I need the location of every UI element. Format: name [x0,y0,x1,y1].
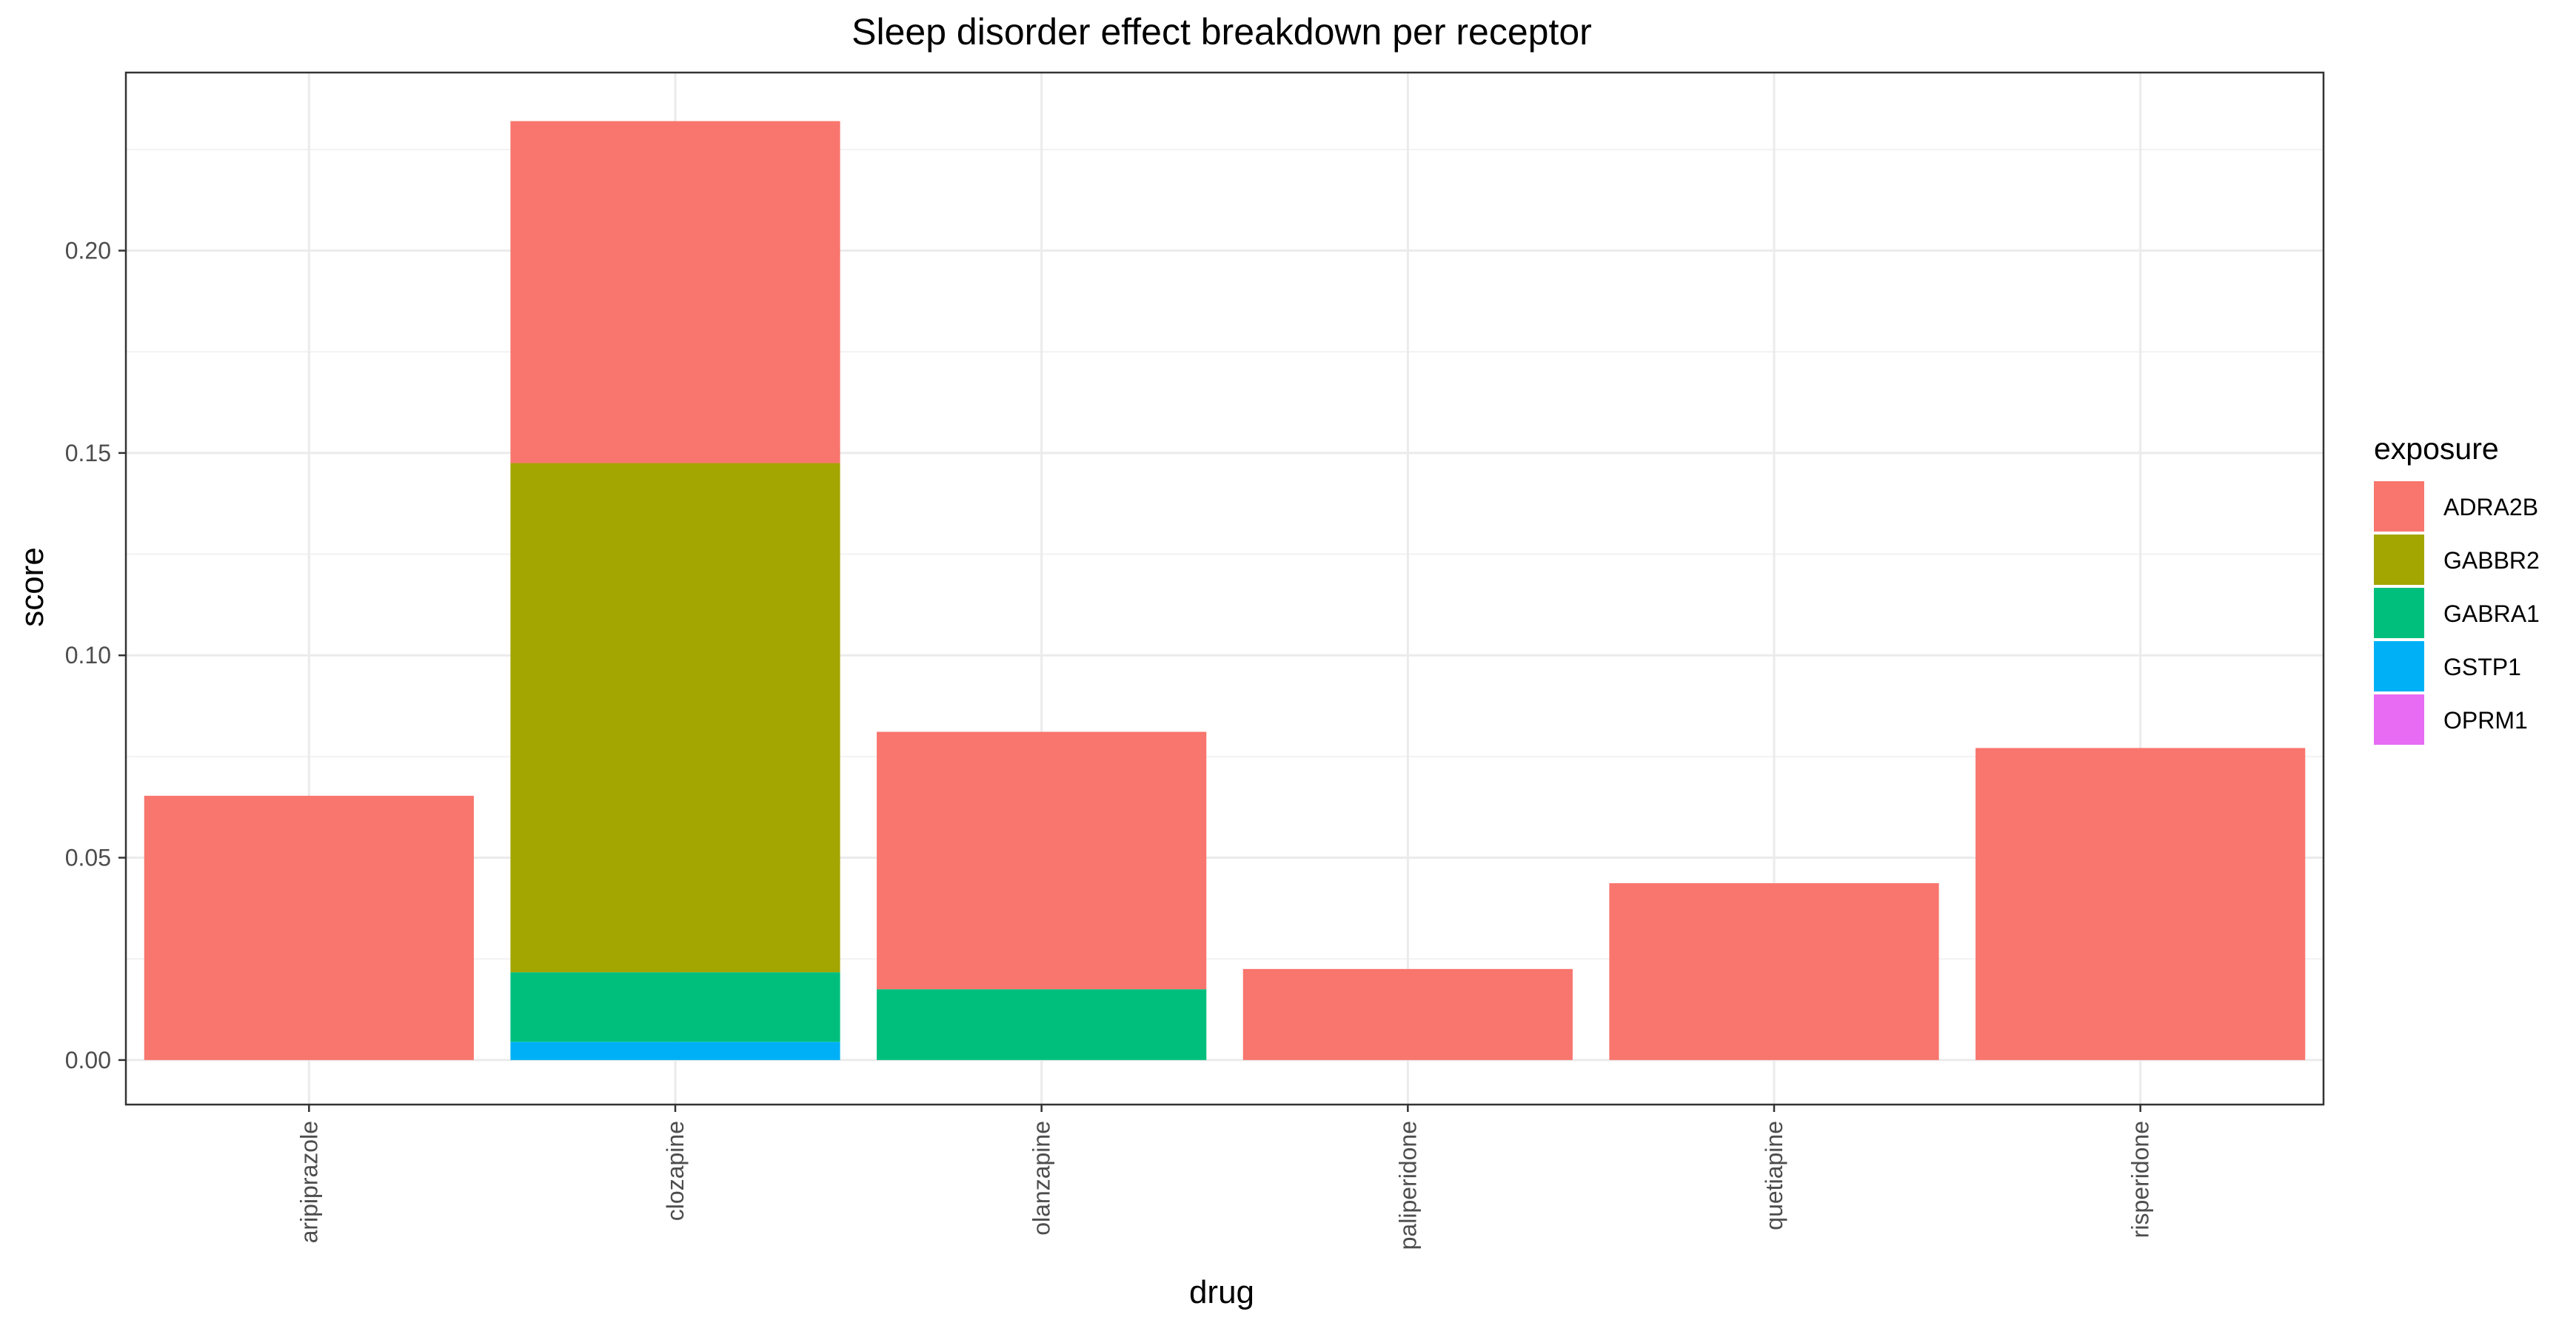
bar-clozapine-gstp1 [510,1042,840,1060]
y-axis: 0.00 0.05 0.10 0.15 0.20 [65,238,126,1073]
y-tick-label: 0.10 [65,642,111,669]
y-tick-label: 0.05 [65,845,111,871]
y-tick-label: 0.15 [65,440,111,466]
x-tick-label-paliperidone: paliperidone [1394,1121,1421,1250]
bar-olanzapine-adra2b [877,731,1207,990]
x-tick-label-olanzapine: olanzapine [1028,1121,1055,1236]
chart-title: Sleep disorder effect breakdown per rece… [852,11,1592,53]
bars [144,121,2306,1060]
bar-clozapine-gabra1 [510,972,840,1042]
legend: exposure ADRA2B GABBR2 GABRA1 GSTP1 OPRM1 [2374,432,2540,745]
legend-key-adra2b [2374,481,2424,532]
x-tick-label-quetiapine: quetiapine [1761,1121,1787,1230]
bar-clozapine-gabbr2 [510,463,840,973]
legend-key-gabra1 [2374,588,2424,638]
legend-label-gstp1: GSTP1 [2443,654,2521,680]
x-axis-title: drug [1189,1274,1254,1310]
bar-olanzapine-gabra1 [877,989,1207,1060]
y-axis-title: score [14,547,50,627]
legend-key-gstp1 [2374,641,2424,691]
y-tick-label: 0.00 [65,1047,111,1073]
x-tick-label-clozapine: clozapine [662,1121,689,1221]
legend-label-gabra1: GABRA1 [2443,600,2540,627]
legend-key-gabbr2 [2374,535,2424,585]
x-tick-label-aripiprazole: aripiprazole [295,1121,322,1243]
bar-aripiprazole-adra2b [144,795,474,1060]
grid [126,73,2324,1105]
legend-label-adra2b: ADRA2B [2443,494,2538,520]
y-tick-label: 0.20 [65,238,111,264]
bar-paliperidone-adra2b [1242,968,1573,1060]
bar-risperidone-adra2b [1976,748,2306,1060]
legend-key-oprm1 [2374,694,2424,745]
plot-panel-border [124,71,2325,1106]
legend-label-gabbr2: GABBR2 [2443,547,2540,574]
x-tick-label-risperidone: risperidone [2127,1121,2154,1238]
legend-label-oprm1: OPRM1 [2443,707,2528,734]
bar-quetiapine-adra2b [1609,882,1939,1060]
legend-title: exposure [2374,432,2499,466]
bar-clozapine-adra2b [510,121,840,463]
x-axis: aripiprazole clozapine olanzapine paliperid… [295,1105,2154,1250]
plot-panel-background [126,73,2324,1105]
